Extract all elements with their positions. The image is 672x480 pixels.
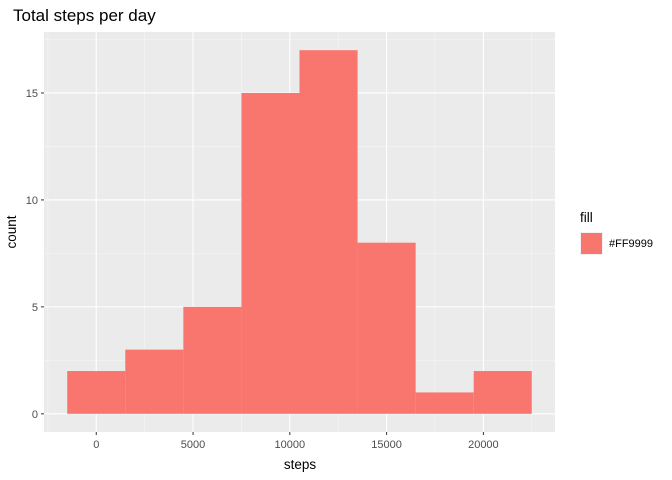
x-tick-label: 10000 [275,439,306,451]
histogram-bar [183,306,242,414]
y-tick-label: 0 [32,409,38,421]
x-axis: 0 5000 10000 15000 20000 [93,432,499,451]
x-tick-label: 20000 [468,439,499,451]
x-tick-label: 15000 [371,439,402,451]
y-tick-label: 5 [32,302,38,314]
x-tick-label: 5000 [181,439,205,451]
y-axis-label: count [4,215,19,248]
histogram-bar [357,242,416,414]
legend-label: #FF9999 [609,238,653,250]
histogram-bars [67,50,532,414]
histogram-bar [299,50,358,414]
y-tick-label: 15 [26,88,38,100]
x-axis-label: steps [284,457,317,472]
legend: fill #FF9999 [580,210,653,255]
y-axis: 0 5 10 15 [26,88,44,421]
x-tick-label: 0 [93,439,99,451]
histogram-bar [67,371,126,414]
y-tick-label: 10 [26,195,38,207]
histogram-bar [241,92,300,414]
histogram-bar [415,392,474,414]
legend-swatch [581,233,602,254]
legend-title: fill [580,210,593,225]
histogram-bar [473,371,532,414]
chart-title: Total steps per day [13,6,156,25]
histogram-bar [125,349,184,414]
